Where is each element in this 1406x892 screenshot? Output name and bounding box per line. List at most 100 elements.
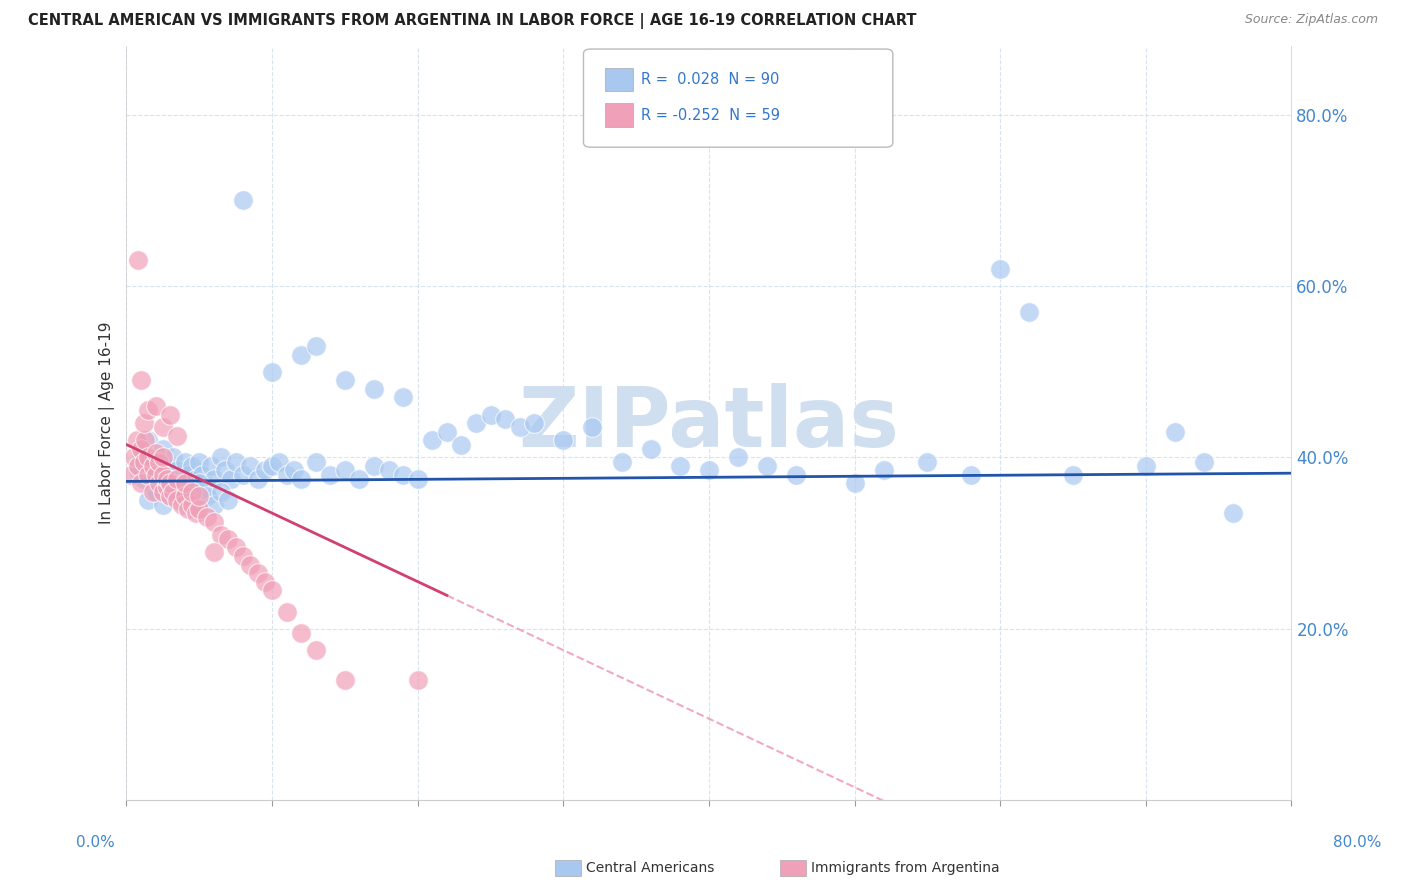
Point — [156, 480, 179, 494]
Point — [436, 425, 458, 439]
Point — [145, 446, 167, 460]
Point — [319, 467, 342, 482]
Text: Immigrants from Argentina: Immigrants from Argentina — [811, 861, 1000, 875]
Point — [246, 566, 269, 580]
Point — [377, 463, 399, 477]
Point — [727, 450, 749, 465]
Point — [195, 510, 218, 524]
Point — [122, 450, 145, 465]
Point — [217, 532, 239, 546]
Point — [392, 467, 415, 482]
Point — [188, 476, 211, 491]
Point — [120, 467, 142, 482]
Point — [152, 498, 174, 512]
Point — [136, 493, 159, 508]
Point — [305, 339, 328, 353]
Point — [166, 429, 188, 443]
Point — [756, 458, 779, 473]
Point — [392, 391, 415, 405]
Point — [305, 643, 328, 657]
Point — [202, 515, 225, 529]
Point — [136, 467, 159, 482]
Point — [239, 458, 262, 473]
Point — [145, 399, 167, 413]
Point — [132, 472, 155, 486]
Point — [253, 574, 276, 589]
Point — [844, 476, 866, 491]
Point — [225, 541, 247, 555]
Point — [420, 434, 443, 448]
Point — [1135, 458, 1157, 473]
Point — [1018, 305, 1040, 319]
Point — [136, 450, 159, 465]
Point — [166, 480, 188, 494]
Point — [305, 455, 328, 469]
Point — [134, 434, 156, 448]
Point — [697, 463, 720, 477]
Point — [173, 489, 195, 503]
Point — [125, 434, 148, 448]
Point — [188, 489, 211, 503]
Point — [465, 416, 488, 430]
Point — [186, 506, 208, 520]
Point — [276, 467, 298, 482]
Point — [159, 489, 181, 503]
Point — [127, 463, 149, 477]
Point — [253, 463, 276, 477]
Point — [200, 458, 222, 473]
Point — [209, 527, 232, 541]
Point — [290, 626, 312, 640]
Point — [156, 458, 179, 473]
Point — [1062, 467, 1084, 482]
Point — [152, 442, 174, 456]
Point — [1192, 455, 1215, 469]
Y-axis label: In Labor Force | Age 16-19: In Labor Force | Age 16-19 — [100, 322, 115, 524]
Point — [136, 434, 159, 448]
Point — [239, 558, 262, 572]
Point — [283, 463, 305, 477]
Point — [152, 420, 174, 434]
Point — [170, 476, 193, 491]
Point — [152, 467, 174, 482]
Point — [209, 450, 232, 465]
Point — [363, 382, 385, 396]
Point — [276, 605, 298, 619]
Point — [145, 467, 167, 482]
Point — [785, 467, 807, 482]
Point — [191, 467, 214, 482]
Text: CENTRAL AMERICAN VS IMMIGRANTS FROM ARGENTINA IN LABOR FORCE | AGE 16-19 CORRELA: CENTRAL AMERICAN VS IMMIGRANTS FROM ARGE… — [28, 13, 917, 29]
Point — [553, 434, 575, 448]
Text: 0.0%: 0.0% — [76, 836, 115, 850]
Point — [166, 463, 188, 477]
Point — [262, 458, 284, 473]
Point — [181, 498, 204, 512]
Point — [406, 472, 429, 486]
Point — [127, 253, 149, 268]
Point — [363, 458, 385, 473]
Point — [610, 455, 633, 469]
Point — [176, 501, 198, 516]
Point — [333, 373, 356, 387]
Point — [152, 484, 174, 499]
Point — [290, 472, 312, 486]
Point — [494, 412, 516, 426]
Point — [166, 472, 188, 486]
Point — [159, 408, 181, 422]
Point — [640, 442, 662, 456]
Point — [269, 455, 291, 469]
Text: ZIPatlas: ZIPatlas — [519, 383, 900, 464]
Point — [142, 455, 165, 469]
Point — [333, 673, 356, 688]
Point — [159, 472, 181, 486]
Point — [960, 467, 983, 482]
Point — [173, 476, 195, 491]
Point — [209, 484, 232, 499]
Point — [232, 194, 254, 208]
Point — [129, 373, 152, 387]
Point — [170, 498, 193, 512]
Point — [349, 472, 371, 486]
Point — [217, 493, 239, 508]
Point — [232, 467, 254, 482]
Point — [148, 476, 170, 491]
Point — [159, 489, 181, 503]
